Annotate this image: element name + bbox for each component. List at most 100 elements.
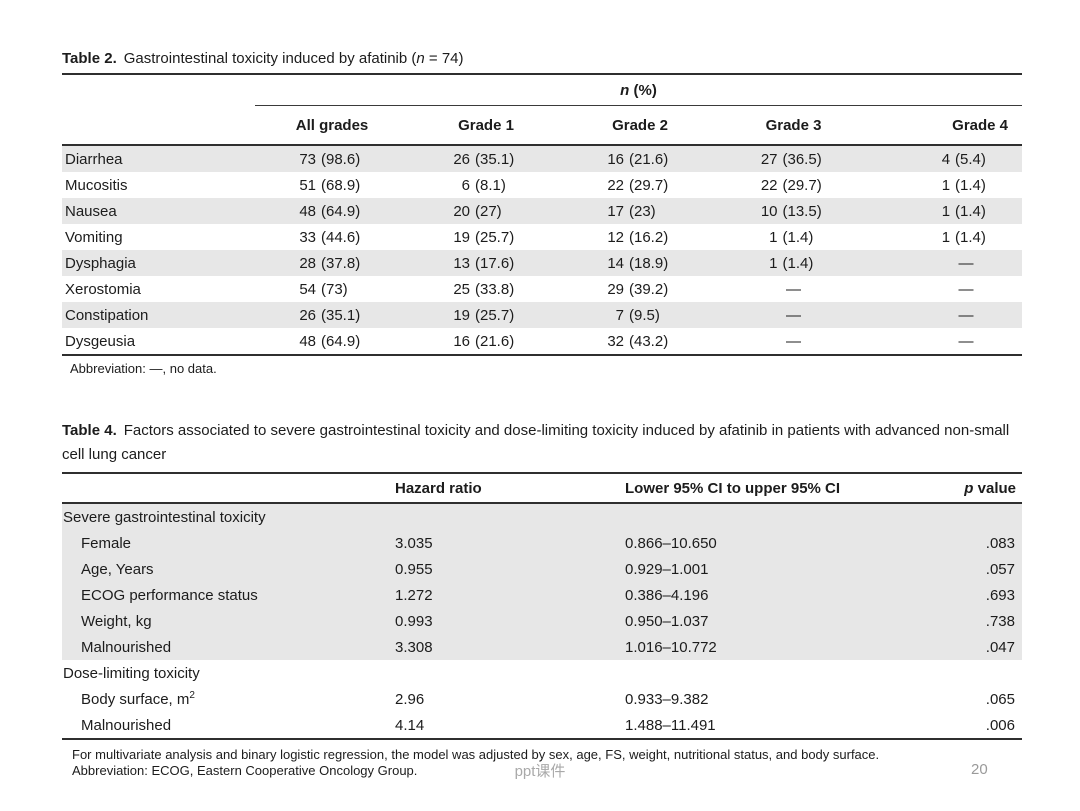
- table4-header-row: Hazard ratio Lower 95% CI to upper 95% C…: [62, 473, 1022, 504]
- percent-value: (9.5): [629, 306, 660, 324]
- hazard-ratio-cell: 4.14: [395, 716, 425, 734]
- percent-value: (64.9): [321, 202, 361, 220]
- p-value-cell: .047: [985, 638, 1015, 656]
- percent-value: (43.2): [629, 332, 669, 350]
- table2-header-grade1: Grade 1: [409, 105, 563, 146]
- table2-cell: —: [717, 328, 870, 355]
- table2-header-grade3: Grade 3: [717, 105, 870, 146]
- count-value: 6: [461, 176, 470, 194]
- table2-row: Mucositis 51 (68.9) 6 (8.1) 22 (29.7) 22 (29.7) 1…: [62, 172, 1022, 198]
- p-value-cell: .738: [985, 612, 1015, 630]
- table2-cell: 27 (36.5): [717, 145, 870, 172]
- count-value: 19: [453, 228, 470, 246]
- count-value: 12: [607, 228, 624, 246]
- count-value: 32: [607, 332, 624, 350]
- percent-value: (39.2): [629, 280, 669, 298]
- percent-value: (68.9): [321, 176, 361, 194]
- table2-row: Dysgeusia 48 (64.9) 16 (21.6) 32 (43.2) — —: [62, 328, 1022, 355]
- table4-header-hazard-ratio: Hazard ratio: [395, 473, 625, 504]
- table4-section-label: Dose-limiting toxicity: [63, 664, 200, 682]
- no-data-dash: —: [786, 280, 801, 298]
- table2-row-label: Dysgeusia: [65, 332, 136, 350]
- confidence-interval-cell: 1.016–10.772: [625, 638, 717, 656]
- percent-value: (1.4): [955, 228, 986, 246]
- table4-row-label: Malnourished: [81, 716, 172, 734]
- percent-value: (98.6): [321, 150, 361, 168]
- table4-row: Body surface, m2 2.96 0.933–9.382 .065: [62, 686, 1022, 712]
- cell-value: 27 (36.5): [752, 151, 836, 168]
- cell-value: —: [924, 307, 1008, 324]
- cell-value: 12 (16.2): [598, 229, 682, 246]
- hazard-ratio-cell: 2.96: [395, 690, 425, 708]
- cell-value: 13 (17.6): [444, 255, 528, 272]
- count-value: 1: [941, 202, 951, 220]
- table4-row-label: Age, Years: [81, 560, 154, 578]
- count-value: 1: [769, 228, 778, 246]
- confidence-interval-cell: 1.488–11.491: [625, 716, 716, 734]
- count-value: 14: [607, 254, 624, 272]
- cell-value: 7 (9.5): [598, 307, 682, 324]
- count-value: 13: [453, 254, 470, 272]
- cell-value: 26 (35.1): [290, 307, 374, 324]
- table2-row: Dysphagia 28 (37.8) 13 (17.6) 14 (18.9) 1 (1.4) —: [62, 250, 1023, 276]
- percent-value: (73): [321, 280, 348, 298]
- table2: n (%) All grades Grade 1 Grade 2 Grade 3…: [62, 73, 1023, 356]
- count-value: 20: [453, 202, 470, 220]
- percent-value: (16.2): [629, 228, 669, 246]
- table4-row: Weight, kg 0.993 0.950–1.037 .738: [62, 608, 1022, 634]
- hazard-ratio-cell: 3.035: [395, 534, 433, 552]
- table4-caption: Factors associated to severe gastrointes…: [62, 422, 1010, 463]
- confidence-interval-cell: 0.929–1.001: [625, 560, 709, 578]
- count-value: 1: [769, 254, 778, 272]
- table2-header-grade4: Grade 4: [870, 105, 1023, 146]
- count-value: 22: [760, 176, 778, 194]
- table2-blank-corner: [62, 74, 255, 106]
- table2-row-label: Xerostomia: [65, 280, 141, 298]
- table4-header-p-symbol: p: [964, 479, 974, 497]
- count-value: 25: [453, 280, 470, 298]
- no-data-dash: —: [786, 306, 801, 324]
- count-value: 48: [299, 202, 316, 220]
- table2-row-label: Constipation: [65, 306, 149, 324]
- count-value: 10: [760, 202, 778, 220]
- table2-nspan-rest: (%): [629, 81, 657, 99]
- percent-value: (8.1): [475, 176, 506, 194]
- table2-cell: 16 (21.6): [409, 328, 563, 355]
- cell-value: 6 (8.1): [444, 177, 528, 194]
- table2-cell: 48 (64.9): [255, 198, 409, 224]
- table2-cell: 22 (29.7): [717, 172, 870, 198]
- cell-value: —: [924, 255, 1008, 272]
- percent-value: (23): [629, 202, 656, 220]
- p-value-cell: .693: [985, 586, 1015, 604]
- cell-value: 29 (39.2): [598, 281, 682, 298]
- cell-value: 48 (64.9): [290, 203, 374, 220]
- p-value-cell: .065: [985, 690, 1015, 708]
- table2-cell: —: [870, 302, 1022, 328]
- percent-value: (1.4): [955, 176, 986, 194]
- cell-value: 1 (1.4): [924, 229, 1008, 246]
- table4-title: Table 4. Factors associated to severe gas…: [62, 419, 1022, 467]
- count-value: 51: [299, 176, 316, 194]
- cell-value: —: [924, 333, 1008, 350]
- table4: Hazard ratio Lower 95% CI to upper 95% C…: [62, 472, 1022, 740]
- percent-value: (1.4): [782, 254, 814, 272]
- table2-cell: 16 (21.6): [563, 145, 717, 172]
- table2-n-symbol: n: [416, 50, 425, 67]
- percent-value: (5.4): [955, 150, 986, 168]
- percent-value: (25.7): [475, 306, 515, 324]
- percent-value: (33.8): [475, 280, 515, 298]
- table2-cell: 12 (16.2): [563, 224, 717, 250]
- cell-value: 4 (5.4): [924, 151, 1008, 168]
- cell-value: 10 (13.5): [752, 203, 836, 220]
- table4-row: Malnourished 4.14 1.488–11.491 .006: [62, 712, 1022, 739]
- percent-value: (21.6): [629, 150, 669, 168]
- cell-value: 51 (68.9): [290, 177, 374, 194]
- count-value: 16: [453, 332, 470, 350]
- table2-row-label: Nausea: [65, 202, 117, 220]
- table2-cell: 1 (1.4): [870, 172, 1022, 198]
- hazard-ratio-cell: 0.955: [395, 560, 433, 578]
- table2-nspan-row: n (%): [62, 74, 1023, 106]
- table2-cell: 19 (25.7): [409, 224, 563, 250]
- table2-cell: 26 (35.1): [409, 145, 563, 172]
- table2-cell: 17 (23): [563, 198, 717, 224]
